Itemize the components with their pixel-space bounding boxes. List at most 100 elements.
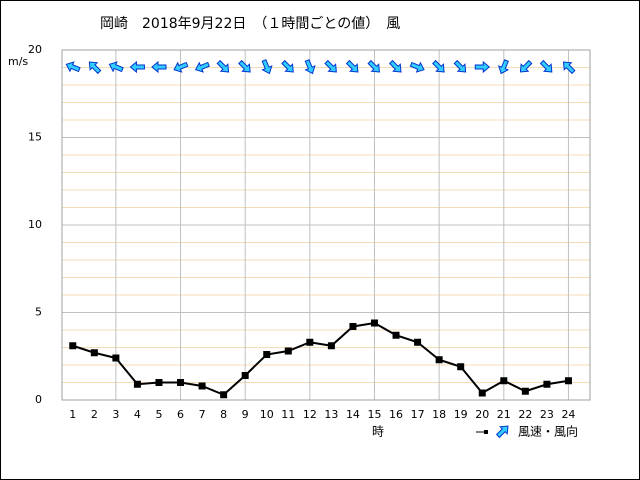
- wind-speed-marker: [564, 377, 572, 385]
- wind-speed-marker: [327, 342, 335, 350]
- wind-speed-marker: [478, 389, 486, 397]
- chart-title: 岡崎 2018年9月22日 （１時間ごとの値） 風: [100, 16, 400, 32]
- wind-arrow: [432, 59, 445, 73]
- x-tick-label: 2: [91, 408, 98, 421]
- wind-speed-marker: [349, 323, 357, 330]
- wind-arrow: [324, 59, 337, 73]
- wind-arrow-shape: [409, 61, 425, 73]
- wind-arrow: [129, 60, 145, 74]
- wind-arrow: [367, 59, 380, 73]
- wind-arrow: [453, 59, 467, 73]
- plot-border: [61, 49, 591, 401]
- wind-speed-marker: [263, 351, 271, 358]
- y-tick-label: 5: [35, 306, 42, 319]
- wind-arrow: [216, 59, 230, 73]
- wind-arrow: [65, 61, 81, 73]
- wind-arrow: [497, 59, 510, 75]
- wind-arrow: [261, 59, 273, 75]
- wind-arrow-shape: [238, 59, 251, 73]
- wind-speed-marker: [112, 354, 120, 362]
- x-tick-label: 19: [454, 408, 468, 421]
- legend-label: 風速・風向: [518, 424, 578, 439]
- wind-speed-marker: [133, 380, 141, 388]
- wind-arrow: [173, 61, 189, 73]
- wind-speed-marker: [500, 377, 508, 385]
- wind-speed-marker: [177, 379, 185, 386]
- wind-arrow-shape: [129, 60, 145, 74]
- wind-arrow-shape: [324, 59, 337, 73]
- wind-arrow-shape: [562, 61, 576, 75]
- wind-arrow-shape: [281, 59, 294, 73]
- x-tick-label: 15: [367, 408, 381, 421]
- wind-speed-marker: [220, 391, 228, 399]
- legend-arrow: [495, 425, 509, 439]
- wind-speed-marker: [392, 331, 400, 339]
- x-tick-label: 1: [69, 408, 76, 421]
- x-tick-label: 16: [389, 408, 403, 421]
- x-tick-label: 13: [324, 408, 338, 421]
- wind-arrow-shape: [539, 59, 553, 73]
- wind-arrow-shape: [497, 59, 510, 75]
- wind-arrow: [238, 59, 251, 73]
- wind-speed-marker: [69, 342, 77, 350]
- wind-arrow-shape: [216, 59, 230, 73]
- x-tick-label: 22: [518, 408, 532, 421]
- x-tick-label: 4: [134, 408, 141, 421]
- wind-arrow-shape: [304, 59, 316, 75]
- wind-arrow-shape: [151, 60, 167, 74]
- wind-speed-marker: [370, 319, 378, 327]
- x-tick-label: 10: [260, 408, 274, 421]
- wind-arrow: [345, 59, 359, 73]
- wind-speed-marker: [198, 382, 206, 390]
- wind-speed-marker: [521, 387, 529, 395]
- y-tick-label: 10: [28, 218, 42, 231]
- wind-arrow-shape: [88, 61, 102, 75]
- x-tick-label: 17: [411, 408, 425, 421]
- wind-arrow-shape: [519, 59, 533, 73]
- x-tick-label: 9: [242, 408, 249, 421]
- x-tick-label: 11: [281, 408, 295, 421]
- wind-speed-marker: [435, 356, 443, 364]
- wind-arrow-shape: [388, 59, 402, 73]
- x-tick-label: 24: [561, 408, 575, 421]
- wind-speed-marker: [414, 338, 422, 346]
- wind-speed-marker: [306, 338, 314, 346]
- x-tick-label: 12: [303, 408, 317, 421]
- wind-arrow-shape: [108, 61, 124, 73]
- x-tick-label: 20: [475, 408, 489, 421]
- wind-arrow-shape: [194, 61, 210, 73]
- wind-arrow: [562, 61, 576, 75]
- wind-arrow-shape: [453, 59, 467, 73]
- wind-speed-marker: [241, 372, 249, 379]
- x-tick-label: 8: [220, 408, 227, 421]
- x-tick-label: 3: [112, 408, 119, 421]
- wind-arrow: [388, 59, 402, 73]
- x-tick-label: 6: [177, 408, 184, 421]
- wind-arrow: [474, 60, 491, 74]
- wind-arrow: [88, 61, 102, 75]
- wind-arrow-shape: [345, 59, 359, 73]
- legend-marker: [484, 430, 488, 434]
- y-tick-label: 15: [28, 131, 42, 144]
- wind-arrow: [151, 60, 167, 74]
- x-tick-label: 23: [540, 408, 554, 421]
- wind-arrow-shape: [261, 59, 273, 75]
- wind-arrow: [194, 61, 210, 73]
- wind-arrow: [281, 59, 294, 73]
- x-tick-label: 18: [432, 408, 446, 421]
- wind-arrow-shape: [173, 61, 189, 73]
- wind-arrow: [409, 61, 425, 73]
- wind-arrow: [519, 59, 533, 73]
- wind-speed-marker: [90, 349, 98, 357]
- wind-speed-marker: [155, 379, 163, 386]
- wind-arrow: [304, 59, 316, 75]
- wind-speed-marker: [543, 380, 551, 388]
- wind-arrow: [539, 59, 553, 73]
- wind-speed-marker: [457, 363, 465, 371]
- x-axis-label: 時: [372, 425, 384, 439]
- wind-speed-marker: [284, 347, 292, 355]
- wind-speed-line: [72, 321, 569, 396]
- y-tick-label: 0: [35, 393, 42, 406]
- wind-arrow-shape: [474, 60, 491, 74]
